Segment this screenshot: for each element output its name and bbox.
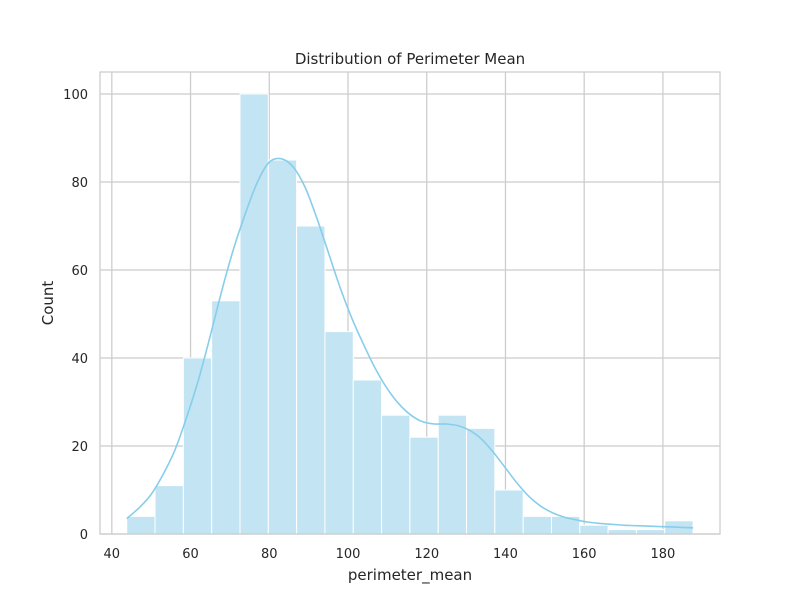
chart-title: Distribution of Perimeter Mean: [295, 50, 525, 68]
histogram-bar: [522, 515, 552, 535]
histogram-bar: [239, 93, 269, 535]
y-tick-label: 80: [71, 176, 88, 191]
x-tick-label: 100: [336, 547, 361, 562]
y-tick-label: 60: [71, 264, 88, 279]
x-tick-label: 80: [261, 547, 278, 562]
histogram-bar: [296, 225, 326, 535]
histogram-bar: [381, 414, 411, 535]
y-tick-labels: 0 20 40 60 80 100: [63, 88, 88, 543]
histogram-bars: [126, 93, 694, 535]
histogram-bar: [409, 436, 439, 535]
kde-curve: [126, 157, 694, 529]
histogram-bar: [352, 379, 383, 535]
x-tick-labels: 40 60 80 100 120 140 160 180: [104, 547, 676, 562]
y-axis-title: Count: [39, 281, 57, 326]
plot-area-frame: [99, 71, 721, 535]
histogram-bar: [437, 414, 468, 535]
x-tick-label: 140: [493, 547, 518, 562]
histogram-bar: [466, 427, 496, 535]
histogram-bar: [267, 159, 298, 535]
histogram-bar: [154, 485, 184, 535]
histogram-bar: [579, 524, 609, 535]
y-tick-label: 40: [71, 352, 88, 367]
x-tick-label: 40: [104, 547, 121, 562]
y-tick-label: 0: [80, 528, 88, 543]
y-tick-label: 100: [63, 88, 88, 103]
x-tick-label: 160: [572, 547, 597, 562]
histogram-bar: [126, 515, 156, 535]
histogram-bar: [607, 529, 637, 535]
histogram-bar: [635, 529, 666, 535]
x-tick-label: 120: [414, 547, 439, 562]
x-axis-title: perimeter_mean: [348, 566, 472, 585]
histogram-bar: [211, 300, 241, 535]
y-tick-label: 20: [71, 440, 88, 455]
histogram-bar: [494, 489, 524, 535]
x-tick-label: 60: [182, 547, 199, 562]
x-tick-label: 180: [651, 547, 676, 562]
histogram-bar: [324, 331, 354, 535]
